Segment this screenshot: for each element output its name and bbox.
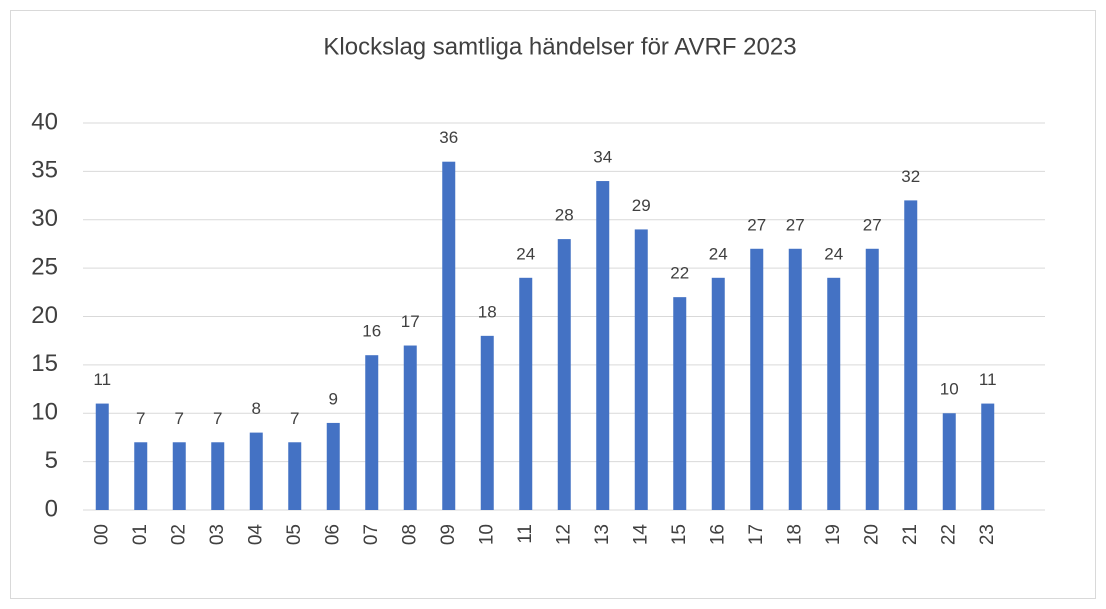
x-tick-label: 13 bbox=[592, 524, 613, 545]
bar bbox=[634, 229, 648, 511]
bar bbox=[365, 355, 379, 510]
bar bbox=[134, 442, 148, 510]
data-label: 24 bbox=[516, 244, 535, 263]
x-tick-label: 09 bbox=[438, 524, 459, 545]
x-tick-label: 20 bbox=[861, 524, 882, 545]
bar bbox=[172, 442, 186, 510]
data-label: 28 bbox=[555, 206, 574, 225]
x-tick-label: 18 bbox=[784, 524, 805, 545]
data-label: 32 bbox=[901, 167, 920, 186]
data-label: 36 bbox=[439, 128, 458, 147]
y-tick-label: 30 bbox=[31, 205, 58, 232]
data-label: 29 bbox=[632, 196, 651, 215]
bar bbox=[942, 413, 956, 510]
data-label: 27 bbox=[786, 215, 805, 234]
x-tick-label: 23 bbox=[977, 524, 998, 545]
x-tick-label: 14 bbox=[630, 524, 651, 546]
bar bbox=[904, 200, 918, 510]
x-tick-label: 12 bbox=[553, 524, 574, 545]
x-tick-label: 16 bbox=[707, 524, 728, 545]
bar bbox=[326, 422, 340, 510]
bar bbox=[557, 239, 571, 510]
data-label: 8 bbox=[252, 399, 261, 418]
bar bbox=[788, 248, 802, 510]
chart-title: Klockslag samtliga händelser för AVRF 20… bbox=[323, 33, 796, 60]
bar bbox=[403, 345, 417, 510]
x-tick-label: 07 bbox=[361, 524, 382, 545]
data-label: 27 bbox=[747, 215, 766, 234]
bar bbox=[519, 277, 533, 510]
x-tick-label: 22 bbox=[938, 524, 959, 545]
bar bbox=[211, 442, 225, 510]
x-tick-label: 15 bbox=[669, 524, 690, 545]
x-tick-label: 10 bbox=[476, 524, 497, 545]
data-label: 16 bbox=[362, 322, 381, 341]
bar bbox=[750, 248, 764, 510]
data-label: 24 bbox=[824, 244, 843, 263]
x-tick-label: 19 bbox=[823, 524, 844, 545]
bar bbox=[288, 442, 302, 510]
x-tick-label: 06 bbox=[322, 524, 343, 545]
y-tick-label: 0 bbox=[45, 495, 58, 522]
x-tick-label: 08 bbox=[399, 524, 420, 545]
x-tick-label: 21 bbox=[900, 524, 921, 545]
x-tick-label: 05 bbox=[284, 524, 305, 545]
bar bbox=[711, 277, 725, 510]
bar bbox=[865, 248, 879, 510]
bar bbox=[442, 161, 456, 510]
data-label: 22 bbox=[670, 264, 689, 283]
y-tick-label: 5 bbox=[45, 447, 58, 474]
bar bbox=[95, 403, 109, 510]
x-tick-label: 02 bbox=[168, 524, 189, 545]
data-label: 34 bbox=[593, 148, 612, 167]
data-label: 10 bbox=[940, 380, 959, 399]
x-tick-label: 04 bbox=[245, 524, 266, 546]
data-label: 7 bbox=[290, 409, 299, 428]
data-label: 7 bbox=[213, 409, 222, 428]
x-tick-label: 17 bbox=[746, 524, 767, 545]
data-label: 11 bbox=[93, 370, 111, 389]
x-tick-label: 03 bbox=[207, 524, 228, 545]
data-label: 7 bbox=[136, 409, 145, 428]
bar bbox=[827, 277, 841, 510]
y-tick-label: 10 bbox=[31, 399, 58, 426]
y-tick-label: 40 bbox=[31, 108, 58, 135]
y-tick-label: 20 bbox=[31, 302, 58, 329]
x-tick-label: 01 bbox=[130, 524, 151, 545]
x-tick-label: 00 bbox=[91, 524, 112, 545]
data-label: 11 bbox=[979, 370, 997, 389]
data-label: 18 bbox=[478, 302, 497, 321]
data-label: 9 bbox=[329, 389, 338, 408]
data-label: 7 bbox=[175, 409, 184, 428]
bar bbox=[673, 297, 687, 510]
x-tick-label: 11 bbox=[515, 524, 536, 544]
bar bbox=[480, 335, 494, 510]
bar bbox=[981, 403, 995, 510]
data-label: 24 bbox=[709, 244, 728, 263]
bar bbox=[249, 432, 263, 510]
bar bbox=[596, 181, 610, 511]
y-tick-label: 35 bbox=[31, 157, 58, 184]
y-tick-label: 25 bbox=[31, 253, 58, 280]
y-tick-label: 15 bbox=[31, 350, 58, 377]
data-label: 17 bbox=[401, 312, 420, 331]
data-label: 27 bbox=[863, 215, 882, 234]
